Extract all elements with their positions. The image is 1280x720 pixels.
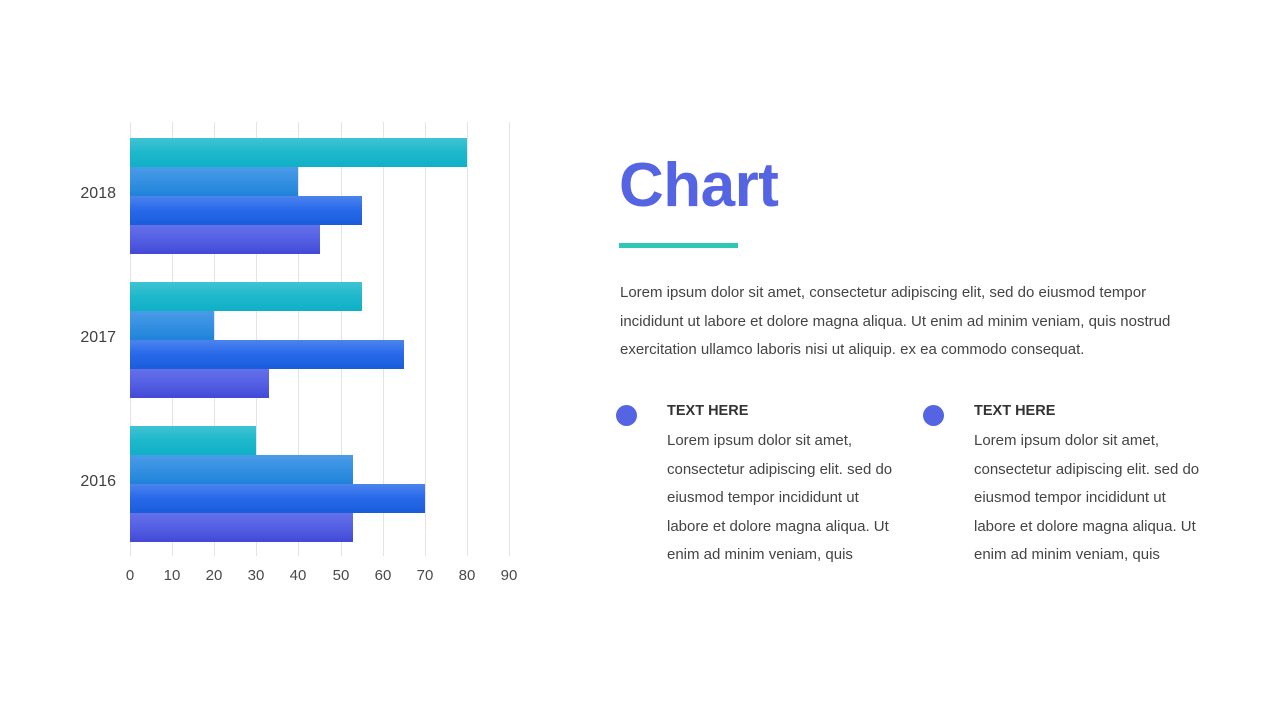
category-label: 2016: [80, 473, 116, 490]
tick-label: 50: [332, 567, 350, 584]
tick-label: 80: [458, 567, 476, 584]
feature-line: consectetur adipiscing elit. sed do: [974, 460, 1200, 478]
feature-heading: TEXT HERE: [667, 403, 749, 419]
gridline: [298, 122, 299, 556]
bar-2017-series-1: [130, 282, 362, 311]
gridline: [214, 122, 215, 556]
bar-2017-series-4: [130, 369, 269, 398]
tick-label: 90: [500, 567, 518, 584]
bar-2018-series-1: [130, 138, 467, 167]
bar-2016-series-4: [130, 513, 353, 542]
feature-line: Lorem ipsum dolor sit amet,: [667, 432, 853, 449]
bar-2018-series-4: [130, 225, 320, 254]
feature-line: eiusmod tempor incididunt ut: [974, 489, 1166, 507]
feature-line: enim ad minim veniam, quis: [667, 546, 853, 564]
intro-line: Lorem ipsum dolor sit amet, consectetur …: [620, 284, 1147, 301]
title-underline: [619, 243, 738, 248]
tick-label: 70: [416, 567, 434, 584]
feature-line: consectetur adipiscing elit. sed do: [667, 460, 893, 478]
feature-line: enim ad minim veniam, quis: [974, 546, 1160, 564]
bar-2016-series-1: [130, 426, 256, 455]
tick-label: 10: [163, 567, 181, 584]
tick-label: 20: [205, 567, 223, 584]
circle-bullet-icon: [616, 405, 637, 426]
gridline: [425, 122, 426, 556]
bar-2016-series-2: [130, 455, 353, 484]
slide-title: Chart: [619, 151, 779, 220]
gridline: [383, 122, 384, 556]
intro-paragraph: Lorem ipsum dolor sit amet, consectetur …: [620, 279, 1220, 365]
bar-2018-series-2: [130, 167, 298, 196]
bar-chart: 2018 2017 2016 0 10 20 30 40 50 60 70 80 90: [0, 0, 560, 720]
tick-label: 40: [289, 567, 307, 584]
bar-2017-series-3: [130, 340, 404, 369]
category-label: 2017: [80, 329, 116, 346]
gridline: [341, 122, 342, 556]
bar-2016-series-3: [130, 484, 425, 513]
feature-heading: TEXT HERE: [974, 403, 1056, 419]
feature-line: labore et dolore magna aliqua. Ut: [974, 517, 1196, 535]
intro-line: incididunt ut labore et dolore magna ali…: [620, 312, 1171, 330]
tick-label: 60: [374, 567, 392, 584]
gridline: [467, 122, 468, 556]
feature-line: labore et dolore magna aliqua. Ut: [667, 517, 889, 535]
gridline: [256, 122, 257, 556]
feature-line: eiusmod tempor incididunt ut: [667, 489, 859, 507]
bar-2018-series-3: [130, 196, 362, 225]
feature-body: Lorem ipsum dolor sit amet, consectetur …: [667, 427, 917, 570]
tick-label: 0: [125, 567, 135, 584]
circle-bullet-icon: [923, 405, 944, 426]
gridline: [509, 122, 510, 556]
intro-line: exercitation ullamco laboris nisi ut ali…: [620, 341, 1085, 359]
category-label: 2018: [80, 185, 116, 202]
feature-line: Lorem ipsum dolor sit amet,: [974, 432, 1160, 449]
tick-label: 30: [247, 567, 265, 584]
plot-area: [130, 122, 510, 556]
feature-body: Lorem ipsum dolor sit amet, consectetur …: [974, 427, 1224, 570]
bar-2017-series-2: [130, 311, 214, 340]
